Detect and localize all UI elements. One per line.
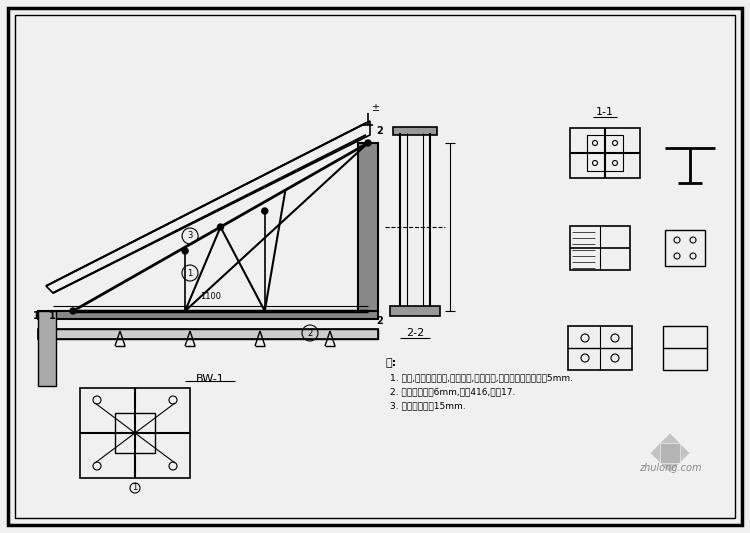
- Circle shape: [182, 248, 188, 254]
- Text: 2: 2: [376, 126, 383, 136]
- Text: 3. 螺栓垫圈厚约15mm.: 3. 螺栓垫圈厚约15mm.: [390, 401, 466, 410]
- Circle shape: [217, 224, 223, 230]
- Bar: [570, 226, 630, 270]
- Bar: [570, 128, 640, 178]
- Bar: [393, 127, 437, 135]
- Bar: [115, 413, 155, 453]
- Text: zhulong.com: zhulong.com: [639, 463, 701, 473]
- Text: 1: 1: [188, 269, 193, 278]
- Text: 2: 2: [308, 328, 313, 337]
- Bar: [358, 143, 378, 311]
- Bar: [390, 306, 440, 316]
- Polygon shape: [650, 433, 690, 473]
- Circle shape: [262, 208, 268, 214]
- Text: 1100: 1100: [200, 292, 221, 301]
- Bar: [665, 230, 705, 266]
- Bar: [663, 326, 707, 370]
- Text: 2. 地脚螺栓规格6mm,垫板416,型号17.: 2. 地脚螺栓规格6mm,垫板416,型号17.: [390, 387, 515, 397]
- Text: 1. 钢材,螺栓连接部位,均须除锈,防腐处理,防腐涂料厚度不小于5mm.: 1. 钢材,螺栓连接部位,均须除锈,防腐处理,防腐涂料厚度不小于5mm.: [390, 374, 573, 383]
- Text: 1: 1: [132, 483, 138, 492]
- Text: ±: ±: [371, 103, 379, 113]
- Circle shape: [365, 140, 371, 146]
- Bar: [38, 329, 378, 339]
- Bar: [80, 388, 190, 478]
- Bar: [38, 311, 378, 319]
- Text: 2-2: 2-2: [406, 328, 424, 338]
- Text: BW-1: BW-1: [196, 374, 224, 384]
- Bar: [568, 326, 632, 370]
- Polygon shape: [660, 443, 680, 463]
- Bar: [587, 135, 623, 171]
- Text: 1: 1: [49, 311, 55, 321]
- Text: 2: 2: [376, 316, 383, 326]
- Bar: [38, 329, 378, 339]
- Bar: [38, 311, 56, 386]
- Circle shape: [70, 308, 76, 314]
- Text: 1: 1: [33, 311, 39, 321]
- Text: 注:: 注:: [385, 358, 396, 368]
- Text: 3: 3: [188, 231, 193, 240]
- Text: 1-1: 1-1: [596, 107, 614, 117]
